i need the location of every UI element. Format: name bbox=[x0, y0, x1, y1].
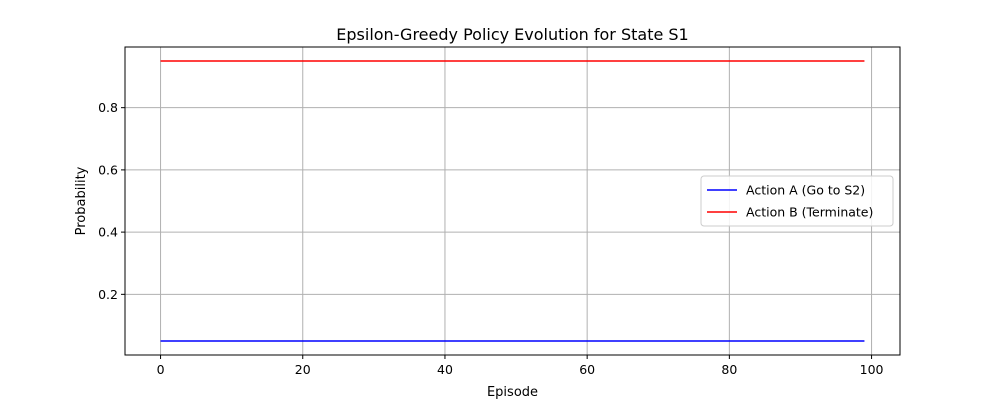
plot-frame bbox=[124, 46, 901, 356]
x-tick-label: 60 bbox=[579, 362, 595, 377]
y-axis-label: Probability bbox=[74, 166, 89, 235]
legend-box bbox=[700, 175, 894, 227]
x-tick-label: 100 bbox=[860, 362, 884, 377]
ticks: 0 20 40 60 80 100 0.2 0.4 0.6 0.8 bbox=[98, 100, 883, 377]
chart-title: Epsilon-Greedy Policy Evolution for Stat… bbox=[336, 25, 688, 44]
x-tick-label: 0 bbox=[157, 362, 165, 377]
x-axis-label: Episode bbox=[487, 385, 538, 400]
y-tick-label: 0.4 bbox=[98, 225, 118, 240]
x-tick-label: 80 bbox=[721, 362, 737, 377]
y-tick-label: 0.8 bbox=[98, 100, 118, 115]
x-tick-label: 20 bbox=[295, 362, 311, 377]
legend: Action A (Go to S2) Action B (Terminate) bbox=[700, 175, 894, 227]
y-tick-label: 0.2 bbox=[98, 287, 118, 302]
legend-label: Action A (Go to S2) bbox=[746, 183, 865, 198]
series-layer bbox=[160, 60, 865, 342]
x-tick-label: 40 bbox=[437, 362, 453, 377]
y-tick-label: 0.6 bbox=[98, 162, 118, 177]
legend-label: Action B (Terminate) bbox=[746, 205, 873, 220]
